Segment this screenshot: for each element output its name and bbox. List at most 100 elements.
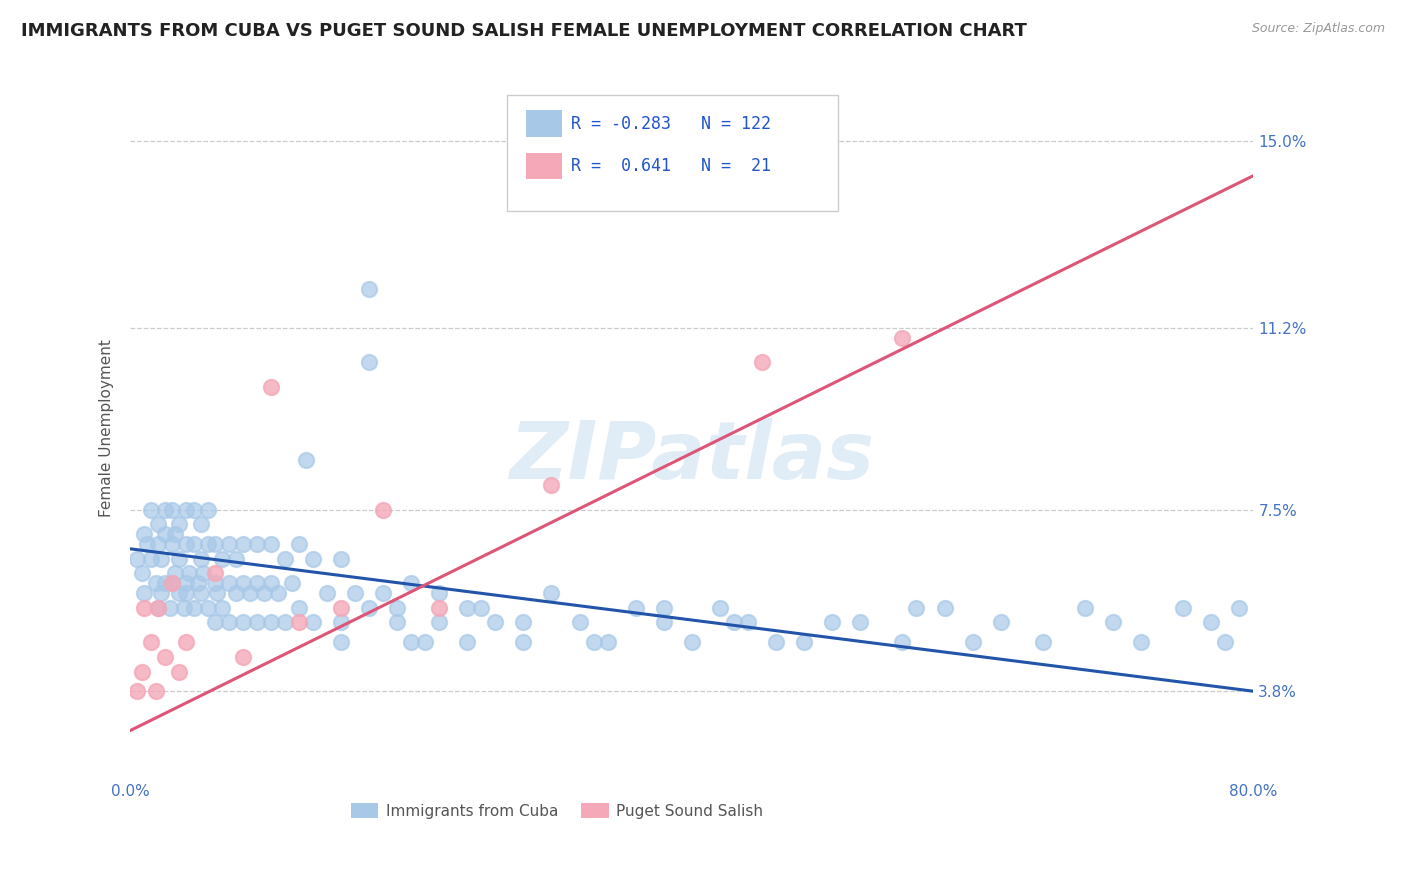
Point bbox=[385, 615, 408, 630]
Point bbox=[427, 586, 450, 600]
Text: R =  0.641   N =  21: R = 0.641 N = 21 bbox=[571, 157, 770, 175]
Point bbox=[204, 576, 226, 591]
Text: Source: ZipAtlas.com: Source: ZipAtlas.com bbox=[1251, 22, 1385, 36]
Point bbox=[148, 537, 170, 551]
Point bbox=[456, 635, 478, 649]
Point bbox=[288, 537, 311, 551]
Point bbox=[1074, 600, 1097, 615]
Point bbox=[193, 566, 215, 581]
Point bbox=[793, 635, 815, 649]
Point bbox=[204, 615, 226, 630]
Point bbox=[709, 600, 731, 615]
Point bbox=[596, 635, 619, 649]
Point bbox=[385, 600, 408, 615]
Point bbox=[131, 665, 153, 679]
FancyBboxPatch shape bbox=[526, 153, 561, 179]
Point bbox=[246, 576, 269, 591]
Point bbox=[232, 615, 254, 630]
Point bbox=[301, 551, 323, 566]
Point bbox=[765, 635, 787, 649]
Point bbox=[357, 355, 380, 369]
Point bbox=[427, 615, 450, 630]
Point bbox=[169, 665, 191, 679]
Point bbox=[891, 635, 914, 649]
Point bbox=[1213, 635, 1236, 649]
Text: ZIPatlas: ZIPatlas bbox=[509, 417, 875, 496]
Point bbox=[134, 600, 156, 615]
Point bbox=[582, 635, 605, 649]
Point bbox=[329, 635, 352, 649]
Point bbox=[155, 649, 177, 664]
Point bbox=[169, 586, 191, 600]
Point bbox=[190, 517, 212, 532]
Point bbox=[162, 502, 184, 516]
Point bbox=[183, 600, 205, 615]
Point bbox=[141, 502, 163, 516]
Point bbox=[1173, 600, 1195, 615]
Point bbox=[150, 551, 173, 566]
Text: R = -0.283   N = 122: R = -0.283 N = 122 bbox=[571, 115, 770, 133]
Point bbox=[159, 600, 181, 615]
Point bbox=[239, 586, 262, 600]
Point bbox=[155, 502, 177, 516]
Point bbox=[150, 586, 173, 600]
Point bbox=[540, 586, 562, 600]
Point bbox=[197, 600, 219, 615]
Y-axis label: Female Unemployment: Female Unemployment bbox=[100, 340, 114, 517]
Point bbox=[183, 537, 205, 551]
Point bbox=[197, 537, 219, 551]
Point bbox=[225, 551, 247, 566]
Point bbox=[145, 684, 167, 698]
Point bbox=[427, 600, 450, 615]
Point bbox=[281, 576, 304, 591]
Point bbox=[134, 586, 156, 600]
Point bbox=[512, 635, 534, 649]
Point bbox=[141, 635, 163, 649]
Point bbox=[176, 576, 198, 591]
Point bbox=[176, 635, 198, 649]
Point bbox=[652, 600, 675, 615]
Point bbox=[962, 635, 984, 649]
Point bbox=[232, 576, 254, 591]
Point bbox=[399, 576, 422, 591]
Point bbox=[652, 615, 675, 630]
Point bbox=[934, 600, 956, 615]
Point bbox=[267, 586, 290, 600]
Point bbox=[260, 576, 283, 591]
Point bbox=[148, 517, 170, 532]
Point bbox=[990, 615, 1012, 630]
Point bbox=[905, 600, 928, 615]
Point bbox=[165, 527, 187, 541]
Point bbox=[371, 502, 394, 516]
Point bbox=[343, 586, 366, 600]
Point bbox=[512, 615, 534, 630]
Point bbox=[165, 566, 187, 581]
Point bbox=[207, 586, 229, 600]
Point bbox=[1130, 635, 1153, 649]
Text: IMMIGRANTS FROM CUBA VS PUGET SOUND SALISH FEMALE UNEMPLOYMENT CORRELATION CHART: IMMIGRANTS FROM CUBA VS PUGET SOUND SALI… bbox=[21, 22, 1026, 40]
Legend: Immigrants from Cuba, Puget Sound Salish: Immigrants from Cuba, Puget Sound Salish bbox=[344, 797, 769, 824]
Point bbox=[751, 355, 773, 369]
FancyBboxPatch shape bbox=[506, 95, 838, 211]
Point bbox=[329, 615, 352, 630]
Point bbox=[127, 551, 149, 566]
Point bbox=[1201, 615, 1223, 630]
Point bbox=[187, 576, 209, 591]
Point bbox=[131, 566, 153, 581]
Point bbox=[190, 551, 212, 566]
Point bbox=[176, 502, 198, 516]
Point bbox=[190, 586, 212, 600]
Point bbox=[197, 502, 219, 516]
Point bbox=[169, 551, 191, 566]
Point bbox=[681, 635, 703, 649]
Point bbox=[246, 537, 269, 551]
Point bbox=[260, 380, 283, 394]
Point bbox=[148, 600, 170, 615]
Point bbox=[127, 684, 149, 698]
Point bbox=[301, 615, 323, 630]
Point bbox=[399, 635, 422, 649]
Point bbox=[413, 635, 436, 649]
Point bbox=[211, 551, 233, 566]
Point bbox=[329, 551, 352, 566]
Point bbox=[225, 586, 247, 600]
